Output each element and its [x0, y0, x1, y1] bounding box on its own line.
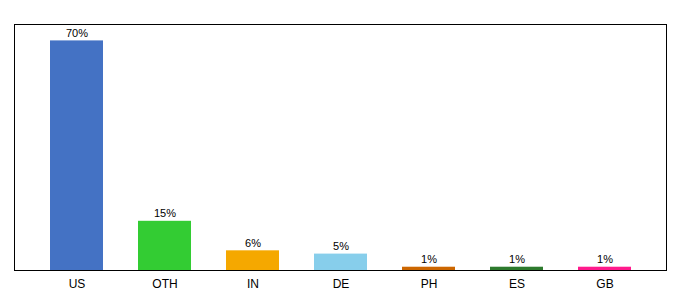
- svg-text:1%: 1%: [421, 253, 437, 265]
- svg-text:DE: DE: [333, 277, 350, 291]
- svg-text:15%: 15%: [154, 207, 176, 219]
- svg-text:ES: ES: [509, 277, 525, 291]
- svg-text:70%: 70%: [66, 27, 88, 39]
- svg-text:6%: 6%: [245, 237, 261, 249]
- svg-text:PH: PH: [421, 277, 438, 291]
- svg-text:5%: 5%: [333, 240, 349, 252]
- svg-text:1%: 1%: [509, 253, 525, 265]
- svg-text:GB: GB: [596, 277, 613, 291]
- svg-text:IN: IN: [247, 277, 259, 291]
- svg-text:OTH: OTH: [152, 277, 177, 291]
- svg-text:1%: 1%: [597, 253, 613, 265]
- svg-text:US: US: [69, 277, 86, 291]
